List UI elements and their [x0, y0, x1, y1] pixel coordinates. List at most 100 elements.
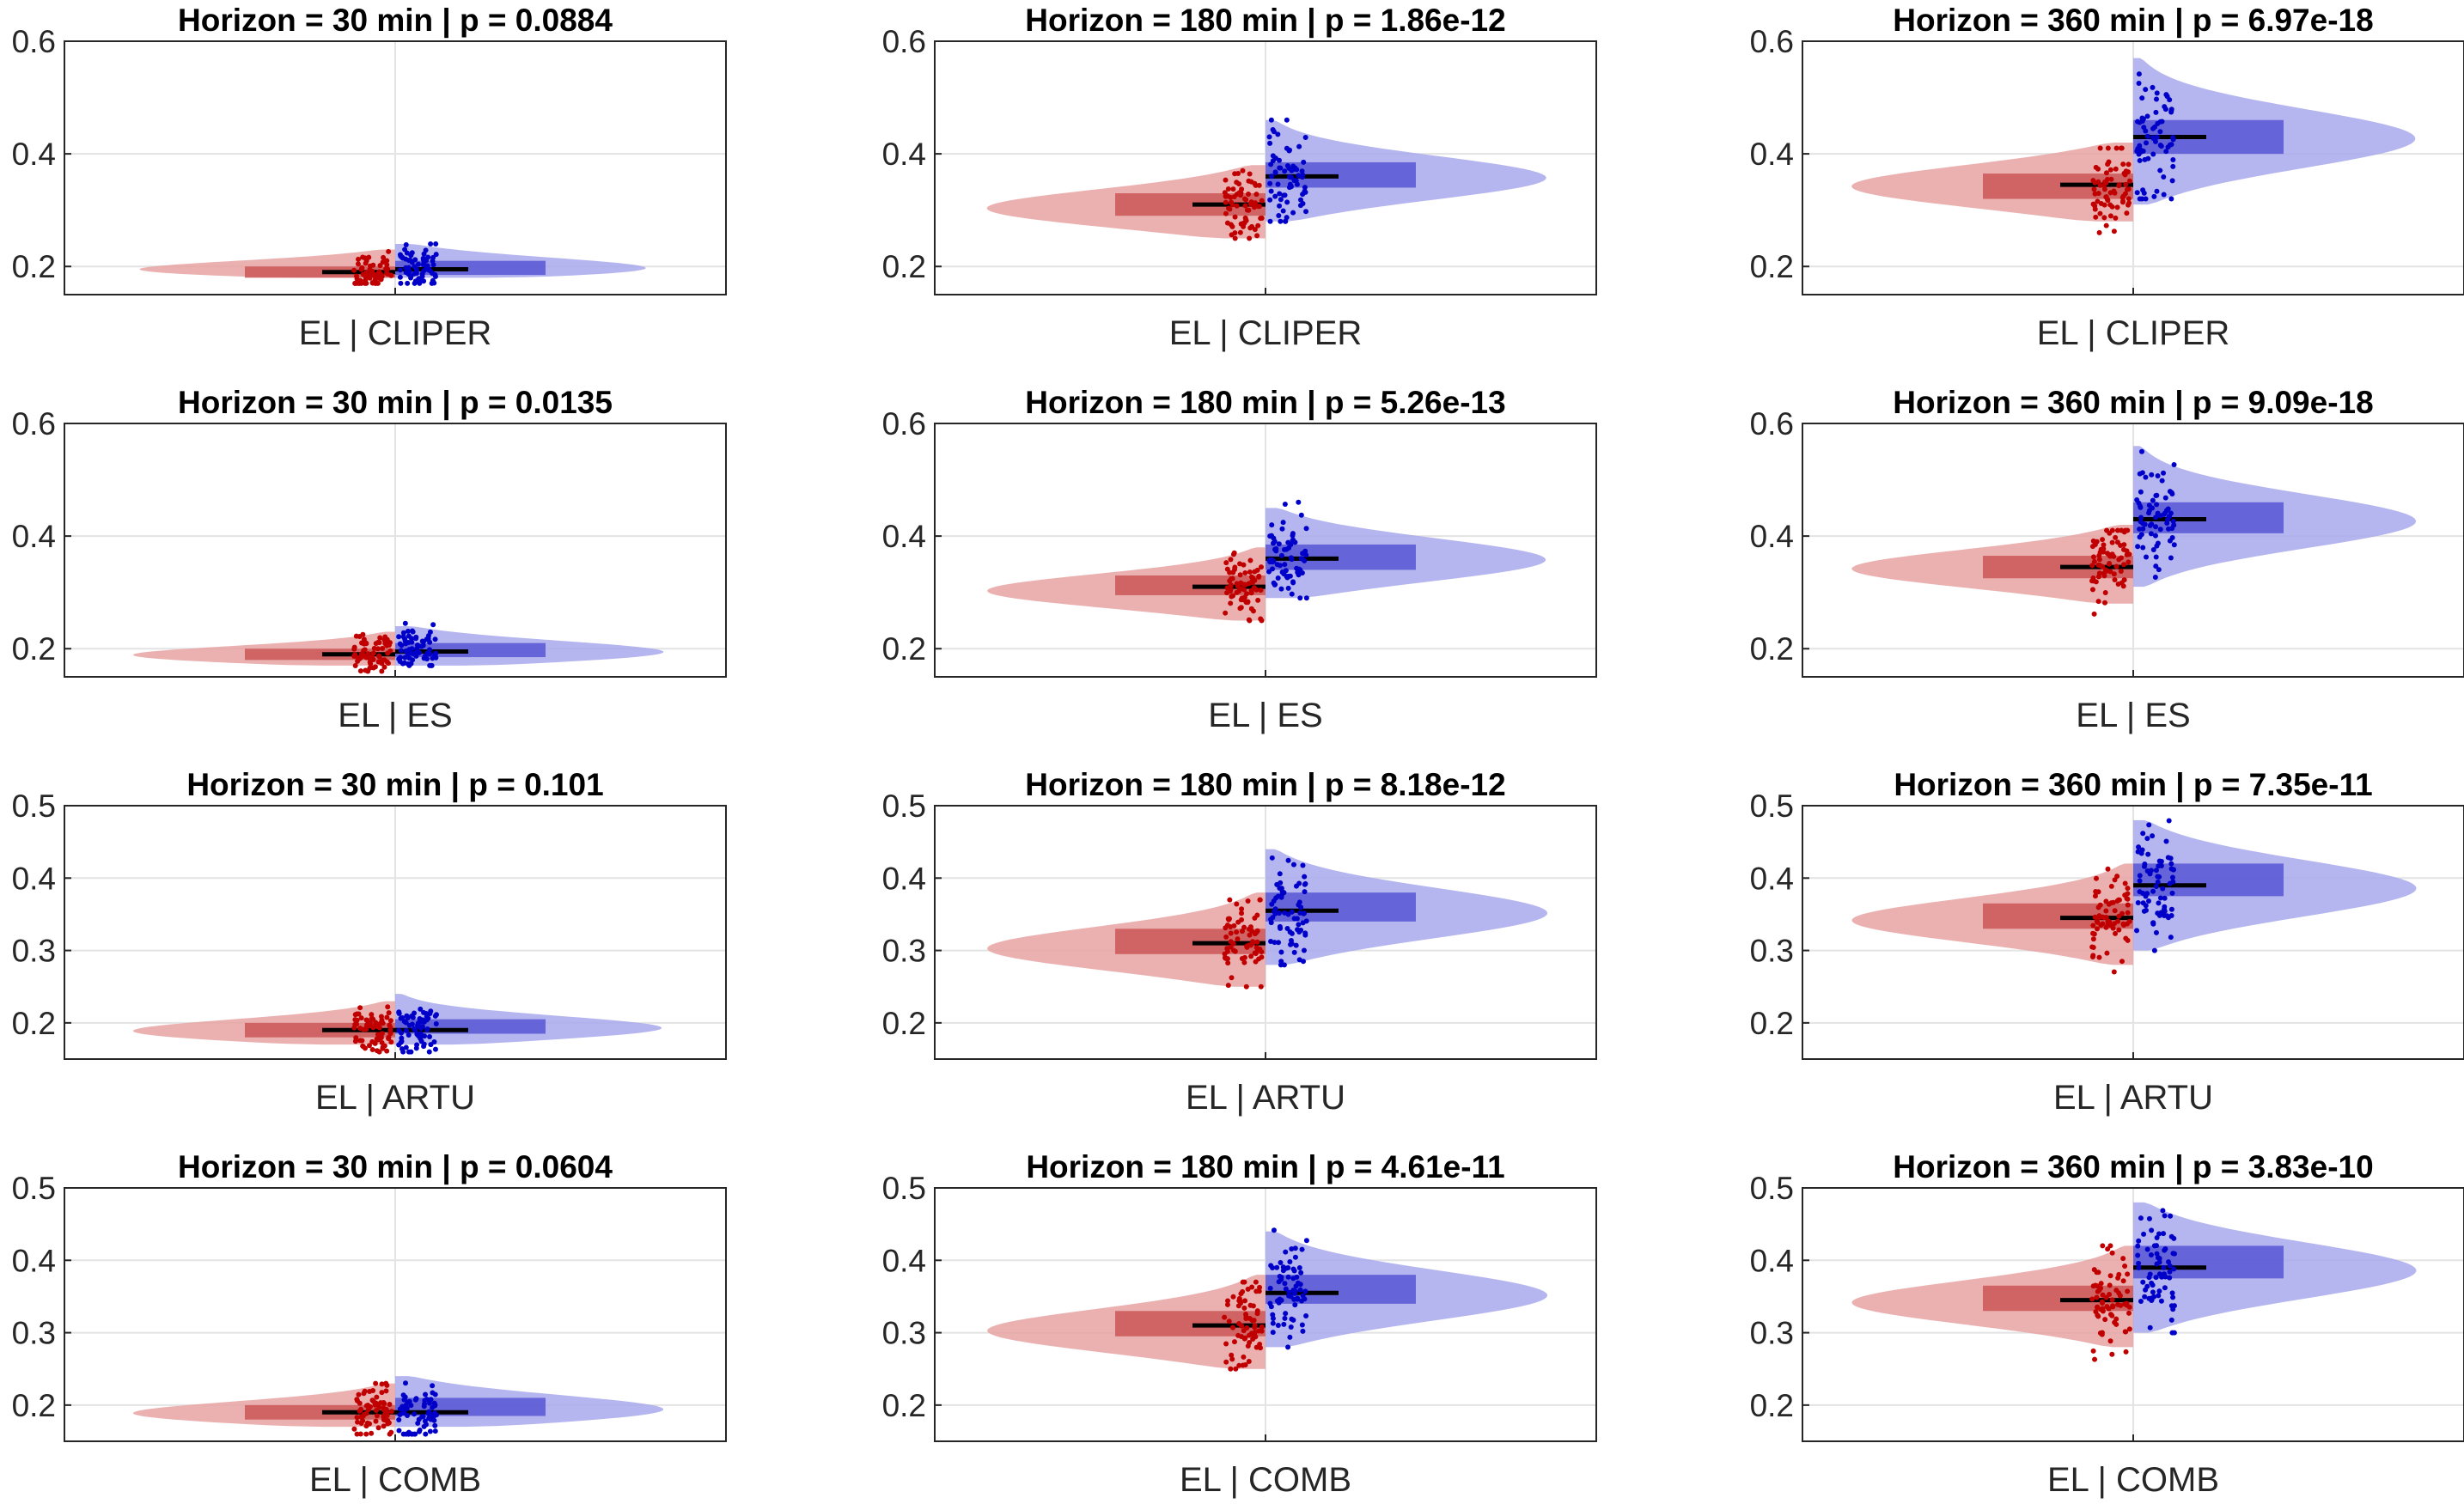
data-point-es [1289, 557, 1295, 563]
data-point-cliper [2157, 119, 2163, 125]
data-point-comb [2162, 1213, 2168, 1219]
data-point-cliper [428, 241, 434, 247]
data-point-el [2089, 1296, 2095, 1302]
data-point-cliper [2165, 144, 2171, 150]
data-point-el [2109, 1297, 2115, 1303]
data-point-cliper [1267, 180, 1273, 186]
data-point-comb [2170, 1251, 2176, 1257]
data-point-artu [1296, 922, 1302, 928]
data-point-el [2094, 1294, 2100, 1300]
data-point-cliper [412, 271, 418, 277]
data-point-el [2126, 161, 2132, 167]
data-point-el [2121, 542, 2127, 548]
data-point-es [2150, 505, 2156, 511]
data-point-el [2125, 910, 2131, 916]
data-point-cliper [2163, 92, 2169, 98]
data-point-el [2120, 583, 2126, 589]
ytick-label: 0.4 [12, 1243, 56, 1278]
data-point-cliper [1268, 188, 1274, 194]
data-point-es [2142, 521, 2148, 527]
data-point-artu [2145, 898, 2151, 904]
subplot-title: Horizon = 30 min | p = 0.0604 [178, 1149, 613, 1185]
data-point-artu [1302, 874, 1308, 880]
data-point-el [2100, 914, 2106, 920]
data-point-cliper [1282, 218, 1288, 224]
data-point-el [2115, 582, 2121, 588]
data-point-cliper [1303, 209, 1309, 215]
data-point-el [352, 652, 358, 658]
data-point-el [2102, 589, 2108, 595]
subplot-title: Horizon = 360 min | p = 9.09e-18 [1893, 385, 2373, 421]
data-point-es [409, 639, 415, 645]
data-point-el [2091, 186, 2097, 192]
data-point-cliper [1275, 181, 1281, 187]
data-point-el [1228, 582, 1234, 588]
data-point-el [2122, 880, 2128, 886]
subplot-r2c2: 0.2 0.4 0.6 Horizon = 180 min | p = 5.26e-1… [882, 385, 1597, 734]
data-point-artu [1277, 871, 1283, 877]
data-point-artu [2150, 888, 2156, 894]
data-point-artu [403, 1027, 409, 1033]
data-point-el [363, 1017, 369, 1023]
data-point-el [1225, 1298, 1231, 1304]
subplot-title: Horizon = 180 min | p = 1.86e-12 [1025, 3, 1505, 39]
data-point-artu [2143, 903, 2149, 909]
subplot-title: Horizon = 180 min | p = 8.18e-12 [1025, 767, 1505, 803]
data-point-el [2105, 918, 2111, 924]
data-point-el [2109, 1351, 2115, 1357]
data-point-cliper [2139, 196, 2145, 202]
data-point-el [1251, 585, 1257, 591]
data-point-el [2108, 176, 2114, 182]
data-point-el [1236, 588, 1242, 594]
data-point-cliper [2150, 84, 2156, 90]
data-point-el [385, 661, 391, 667]
data-point-el [2094, 539, 2100, 545]
data-point-el [385, 1420, 391, 1426]
data-point-comb [1292, 1302, 1298, 1308]
data-point-el [378, 1035, 384, 1041]
data-point-el [2090, 1283, 2096, 1289]
data-point-artu [2158, 910, 2164, 916]
data-point-es [2138, 504, 2144, 510]
data-point-el [384, 258, 390, 264]
data-point-el [369, 1430, 375, 1436]
data-point-el [2094, 926, 2100, 932]
data-point-es [400, 634, 406, 640]
ytick-label: 0.3 [1750, 1316, 1794, 1351]
data-point-el [1253, 1279, 1259, 1285]
data-point-es [2149, 472, 2155, 478]
data-point-artu [2156, 858, 2162, 864]
data-point-el [2096, 570, 2102, 576]
data-point-el [1237, 561, 1243, 567]
data-point-el [1247, 924, 1253, 930]
data-point-es [421, 655, 427, 661]
data-point-el [2113, 930, 2119, 936]
data-point-comb [2147, 1324, 2153, 1330]
data-point-artu [412, 1010, 418, 1016]
data-point-artu [2168, 912, 2174, 918]
data-point-el [2096, 954, 2102, 960]
data-point-el [387, 1031, 393, 1037]
data-point-artu [2155, 879, 2161, 885]
data-point-artu [1278, 880, 1284, 886]
data-point-el [2097, 210, 2103, 216]
data-point-es [409, 628, 415, 634]
data-point-el [2103, 1294, 2109, 1300]
data-point-el [1230, 1324, 1236, 1330]
data-point-el [374, 272, 380, 278]
data-point-el [2096, 229, 2102, 235]
data-point-el [351, 1426, 357, 1432]
data-point-cliper [2150, 151, 2156, 157]
data-point-el [2089, 544, 2095, 550]
data-point-el [1241, 196, 1247, 202]
data-point-cliper [2134, 190, 2140, 196]
data-point-cliper [2143, 87, 2149, 93]
data-point-el [367, 263, 373, 269]
ytick-label: 0.6 [882, 24, 926, 59]
data-point-cliper [421, 251, 427, 257]
data-point-el [2096, 557, 2102, 563]
data-point-el [2113, 1321, 2119, 1327]
data-point-comb [2142, 1294, 2148, 1300]
data-point-es [425, 633, 431, 639]
data-point-artu [1289, 909, 1295, 915]
